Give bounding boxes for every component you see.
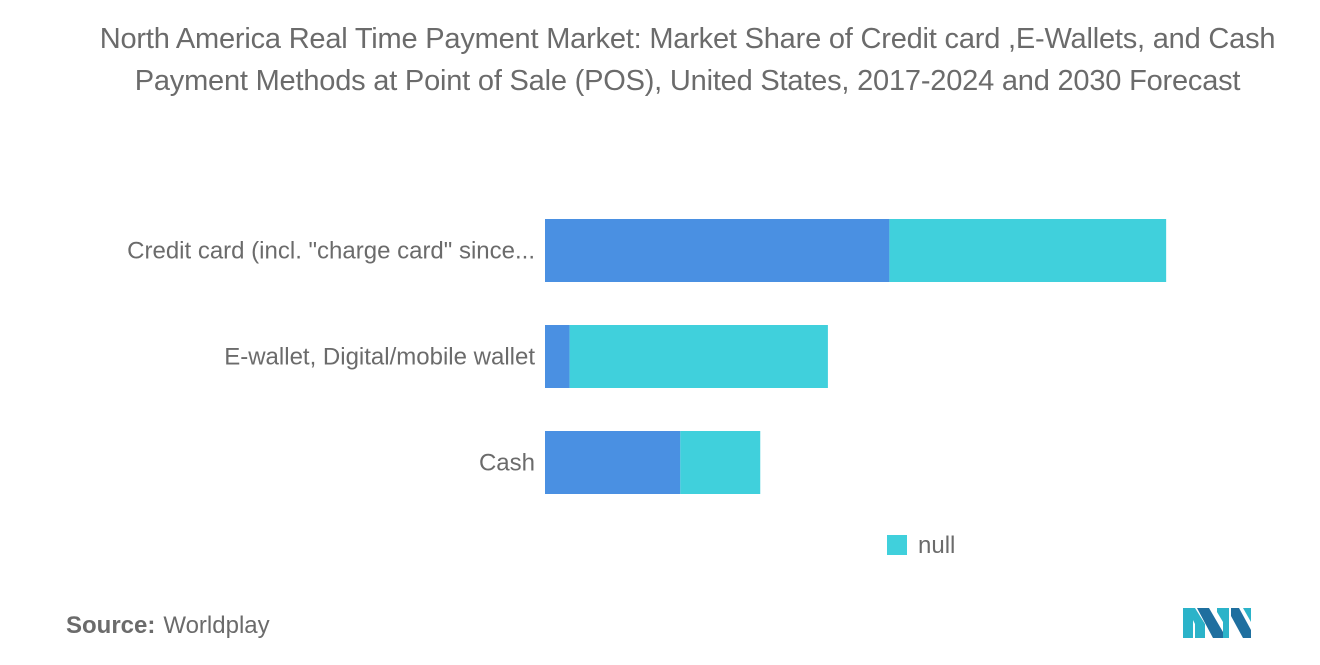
bar-segment-series-2 xyxy=(569,325,828,388)
chart-title: North America Real Time Payment Market: … xyxy=(99,23,1276,97)
category-label: E-wallet, Digital/mobile wallet xyxy=(224,344,535,371)
bar-segment-series-2 xyxy=(680,431,761,494)
legend-label: null xyxy=(918,532,955,559)
bar-segment-series-1 xyxy=(545,219,890,282)
category-label: Credit card (incl. "charge card" since..… xyxy=(127,238,535,265)
category-label: Cash xyxy=(479,450,535,477)
source-note: Source: Worldplay xyxy=(66,612,270,640)
source-value: Worldplay xyxy=(163,612,270,639)
bar-segment-series-1 xyxy=(545,431,681,494)
bar-segment-series-1 xyxy=(545,325,570,388)
mordor-intelligence-logo-icon xyxy=(1183,608,1251,638)
source-label: Source: xyxy=(66,612,156,639)
legend-swatch xyxy=(887,535,907,555)
bar-segment-series-2 xyxy=(889,219,1167,282)
